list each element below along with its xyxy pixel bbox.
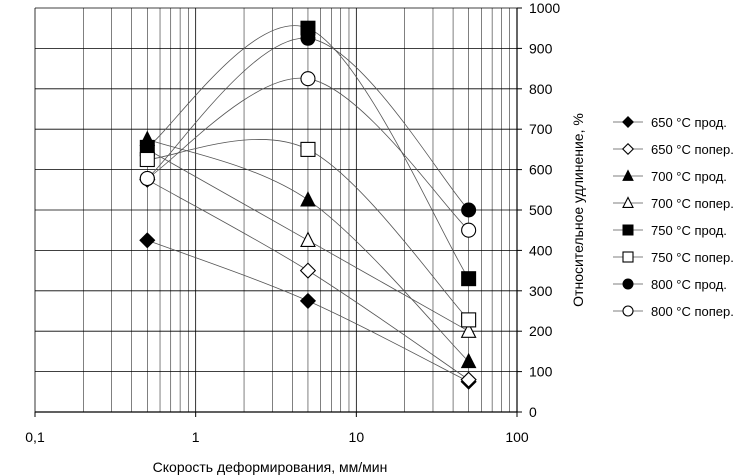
y-axis-title: Относительное удлинение, % [570, 113, 586, 307]
data-point [460, 322, 477, 338]
legend-marker [622, 196, 634, 208]
legend: 650 °C прод. 650 °C попер. 700 °C прод. 700… [613, 115, 734, 319]
x-axis-ticks: 0,1 1 10 100 [25, 412, 529, 445]
y-tick-label: 300 [529, 283, 553, 299]
x-tick-label: 10 [349, 429, 365, 445]
y-tick-label: 500 [529, 202, 553, 218]
legend-label: 800 °C попер. [651, 304, 734, 319]
y-tick-label: 400 [529, 242, 553, 258]
data-point [300, 71, 316, 87]
data-point [300, 191, 316, 207]
data-point [139, 151, 155, 168]
series-markers [139, 20, 477, 390]
data-point [300, 141, 316, 157]
data-point [461, 222, 477, 238]
legend-marker [621, 142, 635, 156]
legend-label: 800 °C прод. [651, 277, 727, 292]
data-point [139, 170, 155, 187]
legend-marker [622, 224, 634, 236]
y-tick-label: 200 [529, 323, 553, 339]
legend-label: 750 °C прод. [651, 223, 727, 238]
data-point [460, 352, 477, 369]
y-tick-label: 900 [529, 40, 553, 56]
legend-marker [622, 116, 634, 128]
y-tick-label: 600 [529, 162, 553, 178]
data-point [299, 262, 317, 279]
x-tick-label: 100 [505, 429, 529, 445]
y-tick-label: 700 [529, 121, 553, 137]
data-point [299, 292, 317, 309]
data-point [460, 371, 477, 388]
y-tick-label: 1000 [529, 0, 560, 16]
legend-marker [622, 305, 634, 317]
legend-label: 700 °C прод. [651, 169, 727, 184]
data-point [139, 232, 156, 249]
y-axis-ticks: 0 100 200 300 400 500 600 700 800 900 1000 [517, 0, 560, 420]
y-tick-label: 100 [529, 364, 553, 380]
legend-marker [622, 278, 634, 290]
data-point [461, 202, 477, 218]
data-point [300, 231, 316, 248]
x-tick-label: 1 [192, 429, 200, 445]
y-tick-label: 800 [529, 81, 553, 97]
legend-label: 750 °C попер. [651, 250, 734, 265]
data-point [461, 312, 477, 328]
data-point [300, 30, 316, 46]
legend-marker [622, 251, 634, 263]
data-point [461, 271, 477, 287]
legend-label: 650 °C попер. [651, 142, 734, 157]
grid [34, 7, 518, 413]
legend-marker [622, 169, 634, 181]
y-tick-label: 0 [529, 404, 537, 420]
legend-label: 650 °C прод. [651, 115, 727, 130]
x-tick-label: 0,1 [25, 429, 45, 445]
x-axis-title: Скорость деформирования, мм/мин [153, 459, 388, 475]
legend-label: 700 °C попер. [651, 196, 734, 211]
